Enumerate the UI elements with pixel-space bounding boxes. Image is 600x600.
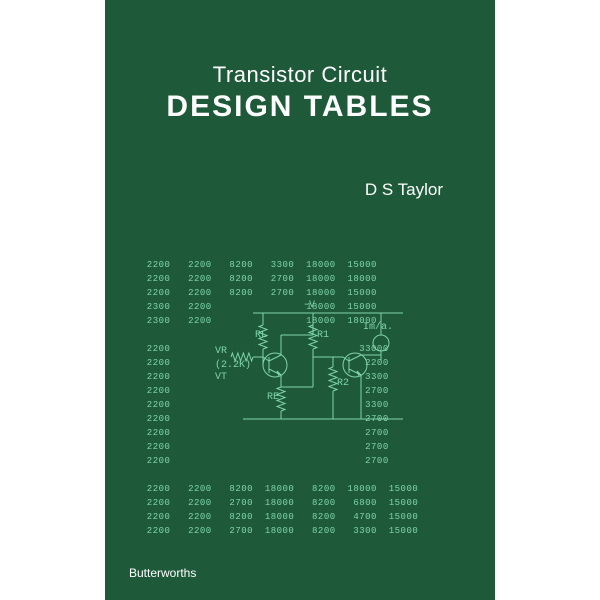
publisher: Butterworths [129, 566, 196, 580]
title-line-1: Transistor Circuit [105, 62, 495, 88]
svg-text:Im/a.: Im/a. [363, 321, 393, 333]
svg-text:RE: RE [267, 392, 279, 403]
svg-text:R2: R2 [337, 378, 349, 389]
author-name: D S Taylor [365, 180, 443, 200]
svg-text:VT: VT [215, 372, 227, 383]
svg-text:-V: -V [303, 300, 315, 311]
svg-text:VR: VR [215, 346, 227, 357]
svg-text:R1: R1 [317, 330, 329, 341]
book-cover: Transistor Circuit DESIGN TABLES D S Tay… [105, 0, 495, 600]
circuit-diagram: -VRLR1Im/a.VR(2.2K)VTRER2 [213, 295, 413, 425]
title-line-2: DESIGN TABLES [105, 90, 495, 124]
svg-text:(2.2K): (2.2K) [215, 359, 251, 371]
title-block: Transistor Circuit DESIGN TABLES [105, 62, 495, 124]
